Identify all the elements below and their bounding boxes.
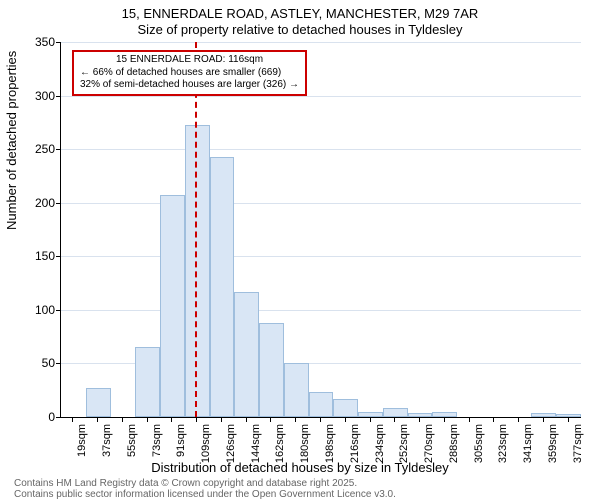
- ytick-mark: [56, 42, 61, 43]
- gridline: [61, 149, 581, 150]
- histogram-bar: [333, 399, 358, 417]
- xtick-mark: [370, 417, 371, 422]
- xtick-mark: [97, 417, 98, 422]
- ytick-label: 150: [15, 249, 55, 263]
- ytick-label: 300: [15, 89, 55, 103]
- ytick-mark: [56, 149, 61, 150]
- xtick-label: 19sqm: [76, 424, 88, 457]
- gridline: [61, 42, 581, 43]
- xtick-mark: [444, 417, 445, 422]
- xtick-mark: [568, 417, 569, 422]
- xtick-mark: [345, 417, 346, 422]
- ytick-mark: [56, 96, 61, 97]
- annotation-line2: ← 66% of detached houses are smaller (66…: [80, 67, 299, 80]
- xtick-label: 377sqm: [572, 424, 584, 463]
- gridline: [61, 256, 581, 257]
- xtick-label: 198sqm: [324, 424, 336, 463]
- xtick-label: 252sqm: [398, 424, 410, 463]
- xtick-mark: [295, 417, 296, 422]
- gridline: [61, 96, 581, 97]
- xtick-label: 270sqm: [423, 424, 435, 463]
- xtick-mark: [196, 417, 197, 422]
- histogram-bar: [86, 388, 111, 417]
- xtick-mark: [246, 417, 247, 422]
- xtick-mark: [171, 417, 172, 422]
- xtick-label: 288sqm: [448, 424, 460, 463]
- histogram-bar: [432, 412, 457, 417]
- xtick-label: 73sqm: [151, 424, 163, 457]
- xtick-label: 144sqm: [250, 424, 262, 463]
- ytick-label: 200: [15, 196, 55, 210]
- xtick-label: 216sqm: [349, 424, 361, 463]
- plot-area: [60, 42, 581, 418]
- ytick-mark: [56, 310, 61, 311]
- histogram-bar: [160, 195, 185, 417]
- chart-title-line1: 15, ENNERDALE ROAD, ASTLEY, MANCHESTER, …: [0, 6, 600, 21]
- ytick-label: 250: [15, 142, 55, 156]
- histogram-bar: [383, 408, 408, 417]
- histogram-bar: [135, 347, 160, 417]
- histogram-bar: [234, 292, 259, 417]
- ytick-label: 350: [15, 35, 55, 49]
- xtick-mark: [320, 417, 321, 422]
- ytick-mark: [56, 203, 61, 204]
- xtick-mark: [147, 417, 148, 422]
- histogram-bar: [284, 363, 309, 417]
- histogram-bar: [556, 414, 581, 417]
- xtick-mark: [493, 417, 494, 422]
- xtick-mark: [394, 417, 395, 422]
- histogram-bar: [210, 157, 235, 417]
- annotation-line1: 15 ENNERDALE ROAD: 116sqm: [80, 54, 299, 67]
- histogram-bar: [185, 125, 210, 418]
- xtick-mark: [122, 417, 123, 422]
- xtick-label: 180sqm: [299, 424, 311, 463]
- xtick-mark: [469, 417, 470, 422]
- xtick-label: 109sqm: [200, 424, 212, 463]
- xtick-label: 126sqm: [225, 424, 237, 463]
- gridline: [61, 203, 581, 204]
- xtick-mark: [543, 417, 544, 422]
- annotation-box: 15 ENNERDALE ROAD: 116sqm← 66% of detach…: [72, 50, 307, 96]
- xtick-mark: [518, 417, 519, 422]
- annotation-line3: 32% of semi-detached houses are larger (…: [80, 79, 299, 92]
- ytick-mark: [56, 363, 61, 364]
- xtick-label: 91sqm: [175, 424, 187, 457]
- xtick-mark: [221, 417, 222, 422]
- chart-title-line2: Size of property relative to detached ho…: [0, 22, 600, 37]
- histogram-bar: [358, 412, 383, 417]
- xtick-label: 359sqm: [547, 424, 559, 463]
- xtick-label: 341sqm: [522, 424, 534, 463]
- xtick-label: 162sqm: [274, 424, 286, 463]
- footer-line2: Contains public sector information licen…: [14, 489, 396, 500]
- histogram-bar: [309, 392, 334, 417]
- ytick-label: 50: [15, 356, 55, 370]
- histogram-bar: [531, 413, 556, 417]
- xtick-label: 323sqm: [497, 424, 509, 463]
- footer-line1: Contains HM Land Registry data © Crown c…: [14, 478, 357, 489]
- xtick-label: 305sqm: [473, 424, 485, 463]
- histogram-bar: [259, 323, 284, 417]
- xtick-mark: [419, 417, 420, 422]
- xtick-label: 55sqm: [126, 424, 138, 457]
- reference-line: [195, 42, 197, 417]
- ytick-mark: [56, 256, 61, 257]
- xtick-mark: [270, 417, 271, 422]
- ytick-label: 100: [15, 303, 55, 317]
- histogram-chart: 15, ENNERDALE ROAD, ASTLEY, MANCHESTER, …: [0, 0, 600, 500]
- xtick-mark: [72, 417, 73, 422]
- ytick-mark: [56, 417, 61, 418]
- gridline: [61, 310, 581, 311]
- xtick-label: 234sqm: [374, 424, 386, 463]
- xtick-label: 37sqm: [101, 424, 113, 457]
- ytick-label: 0: [15, 410, 55, 424]
